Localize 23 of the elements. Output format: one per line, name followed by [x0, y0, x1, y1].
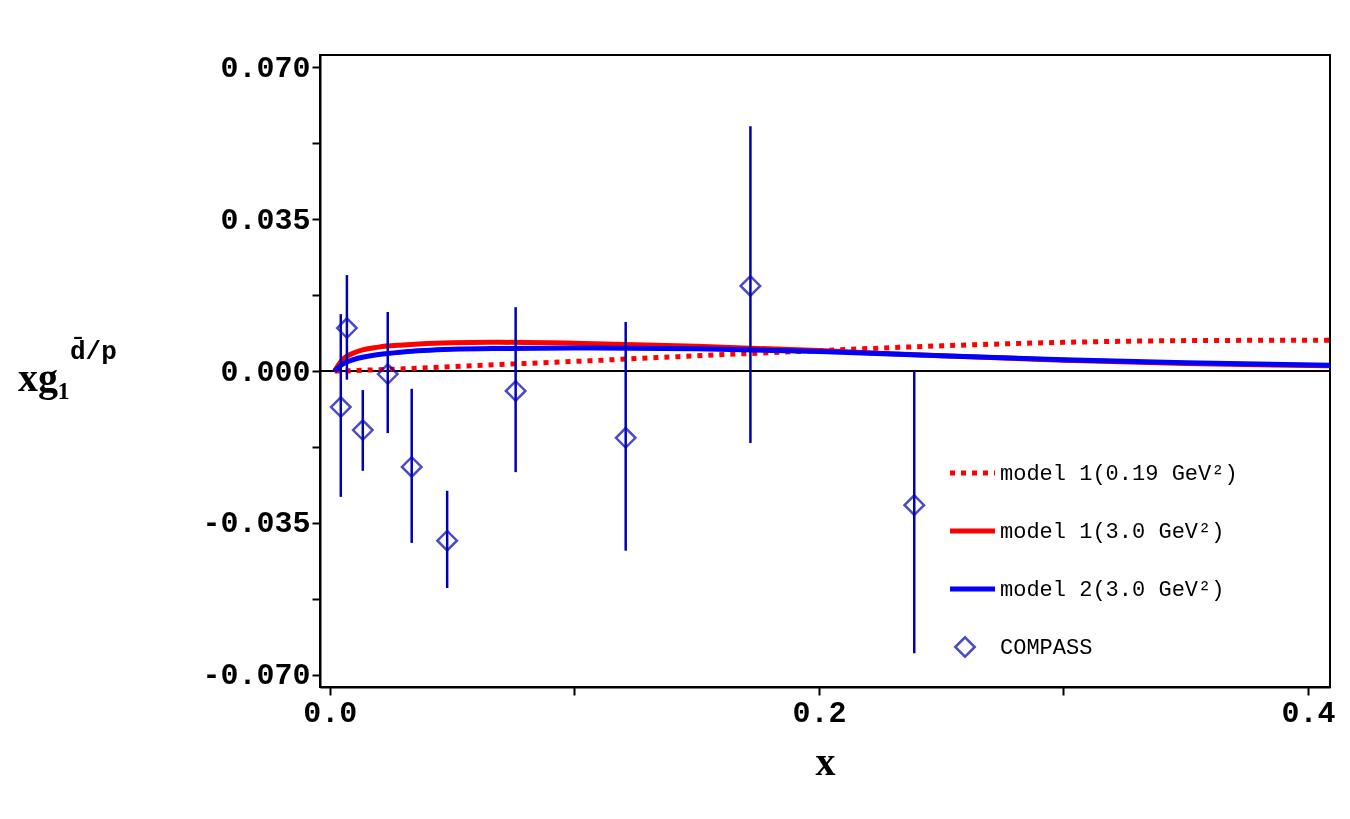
y-tick-label: 0.070: [220, 51, 311, 86]
point: [351, 419, 374, 442]
point: [903, 494, 926, 517]
y-tick-label: -0.035: [202, 507, 311, 542]
y-tick-label: 0.000: [220, 355, 311, 390]
y-tick-label: 0.035: [220, 203, 311, 238]
legend-label: model 1(0.19 GeV²): [1000, 462, 1238, 487]
point: [614, 426, 637, 449]
point: [739, 274, 762, 297]
x-tick-label: 0.2: [792, 696, 847, 731]
legend-label: COMPASS: [1000, 636, 1093, 661]
x-axis-title: x: [815, 738, 836, 784]
legend-label: model 2(3.0 GeV²): [1000, 578, 1225, 603]
point: [329, 396, 352, 419]
point: [504, 379, 527, 402]
point: [376, 363, 399, 386]
legend-label: model 1(3.0 GeV²): [1000, 520, 1225, 545]
point: [400, 455, 423, 478]
x-tick-label: 0.4: [1281, 696, 1336, 731]
y-tick-label: -0.070: [202, 659, 311, 694]
x-tick-label: 0.0: [303, 696, 358, 731]
point: [436, 529, 459, 552]
point: [335, 317, 358, 340]
